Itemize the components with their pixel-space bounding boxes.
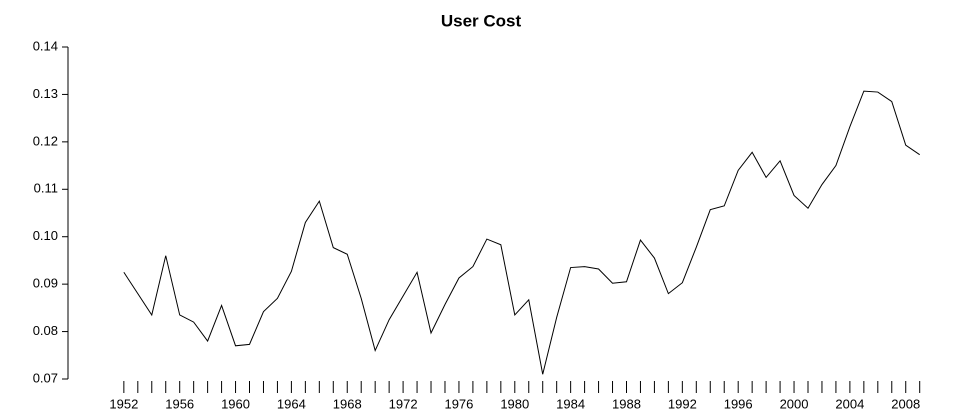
x-tick-label: 1960	[221, 396, 250, 411]
y-tick-label: 0.08	[33, 323, 58, 338]
y-tick-label: 0.10	[33, 228, 58, 243]
x-tick-label: 1988	[612, 396, 641, 411]
y-tick-label: 0.13	[33, 86, 58, 101]
x-tick-label: 2004	[835, 396, 864, 411]
x-tick-label: 1992	[668, 396, 697, 411]
x-tick-label: 2008	[891, 396, 920, 411]
x-tick-label: 1984	[556, 396, 585, 411]
y-tick-label: 0.12	[33, 133, 58, 148]
y-tick-label: 0.11	[34, 181, 58, 196]
x-tick-label: 1980	[500, 396, 529, 411]
data-line	[123, 90, 920, 375]
x-tick-label: 1996	[724, 396, 753, 411]
x-tick-label: 1968	[333, 396, 362, 411]
x-tick-label: 1956	[165, 396, 194, 411]
x-tick-label: 1964	[277, 396, 306, 411]
y-tick-label: 0.14	[33, 38, 58, 53]
x-tick-label: 1972	[389, 396, 418, 411]
y-tick-label: 0.09	[33, 276, 58, 291]
x-tick-label: 1952	[109, 396, 138, 411]
x-tick-label: 2000	[780, 396, 809, 411]
chart-title: User Cost	[441, 11, 522, 30]
x-tick-label: 1976	[444, 396, 473, 411]
y-tick-label: 0.07	[33, 370, 58, 385]
